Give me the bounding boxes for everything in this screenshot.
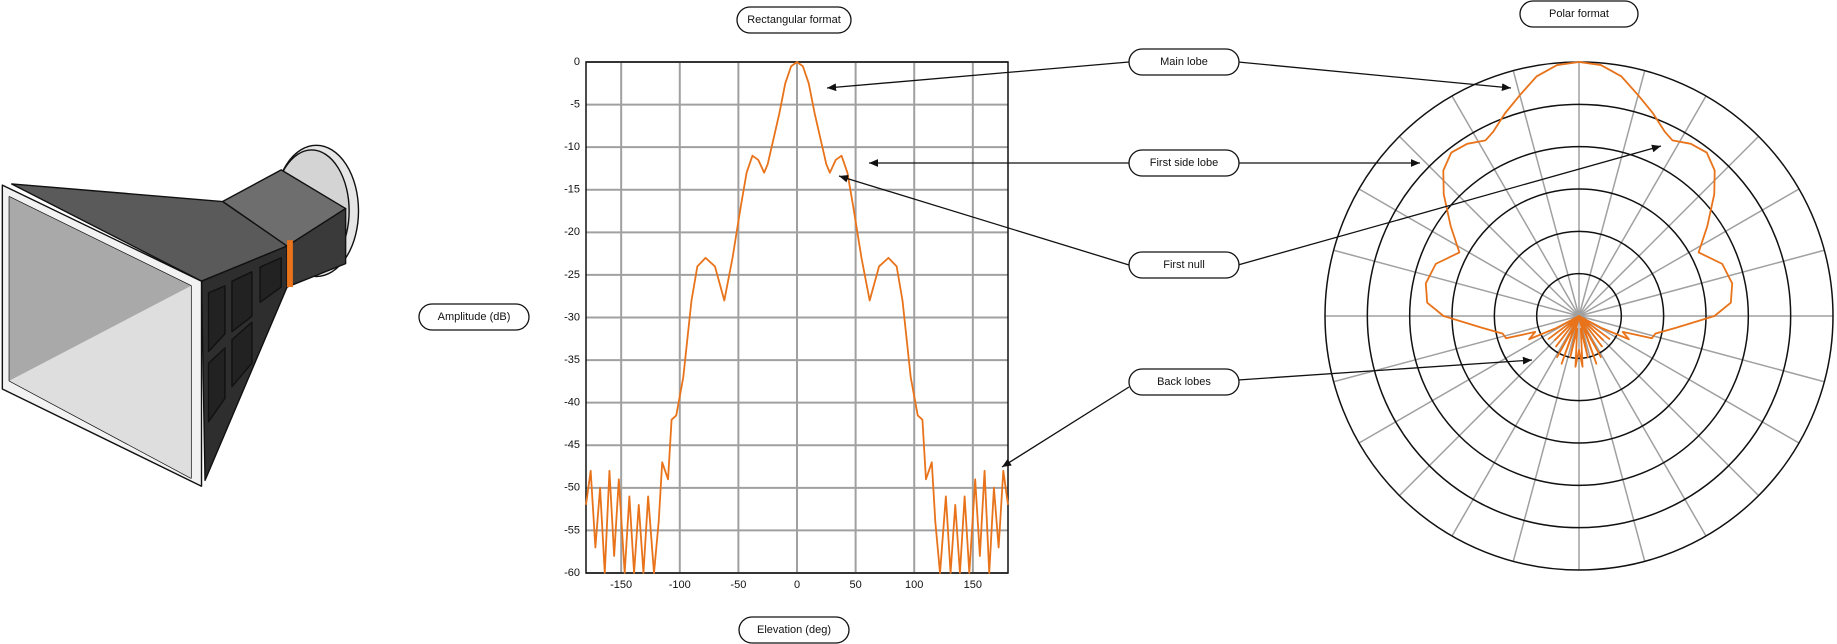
chart-title: Rectangular format <box>747 14 841 26</box>
title-pill: Rectangular format <box>736 6 852 34</box>
callout-label: First side lobe <box>1150 157 1218 169</box>
x-tick-label: -50 <box>730 579 746 591</box>
y-tick-label: -45 <box>564 439 580 451</box>
y-tick-label: -30 <box>564 311 580 323</box>
y-tick-label: -15 <box>564 184 580 196</box>
polar-title-pill: Polar format <box>1519 0 1639 28</box>
y-tick-label: -10 <box>564 141 580 153</box>
x-tick-label: 100 <box>905 579 923 591</box>
pattern-line <box>585 61 1009 574</box>
y-tick-label: -60 <box>564 567 580 579</box>
x-axis-label-pill: Elevation (deg) <box>738 616 850 644</box>
y-tick-label: -25 <box>564 269 580 281</box>
callout-label: Main lobe <box>1160 56 1208 68</box>
callouts: Main lobe First side lobe First null Bac… <box>826 48 1662 468</box>
x-tick-label: 150 <box>964 579 982 591</box>
y-tick-label: -55 <box>564 524 580 536</box>
callout-label: Back lobes <box>1157 376 1211 388</box>
x-tick-label: -100 <box>669 579 691 591</box>
horn-antenna <box>1 144 360 487</box>
y-tick-label: -35 <box>564 354 580 366</box>
y-axis-label: Amplitude (dB) <box>438 311 511 323</box>
y-tick-label: -40 <box>564 397 580 409</box>
x-tick-label: 50 <box>849 579 861 591</box>
y-tick-label: -5 <box>570 98 580 110</box>
y-tick-label: -50 <box>564 482 580 494</box>
y-axis-label-pill: Amplitude (dB) <box>418 303 530 331</box>
callout-label: First null <box>1163 259 1205 271</box>
y-tick-label: -20 <box>564 226 580 238</box>
polar-pattern-line <box>1424 61 1734 368</box>
polar-ring <box>1535 272 1623 360</box>
polar-ring <box>1451 188 1707 444</box>
polar-title: Polar format <box>1549 8 1609 20</box>
x-axis-label: Elevation (deg) <box>757 624 831 636</box>
polar-ring <box>1366 103 1792 529</box>
polar-ring <box>1408 145 1750 487</box>
y-tick-label: 0 <box>574 56 580 68</box>
polar-ring <box>1493 230 1665 402</box>
x-tick-label: 0 <box>794 579 800 591</box>
x-tick-label: -150 <box>610 579 632 591</box>
